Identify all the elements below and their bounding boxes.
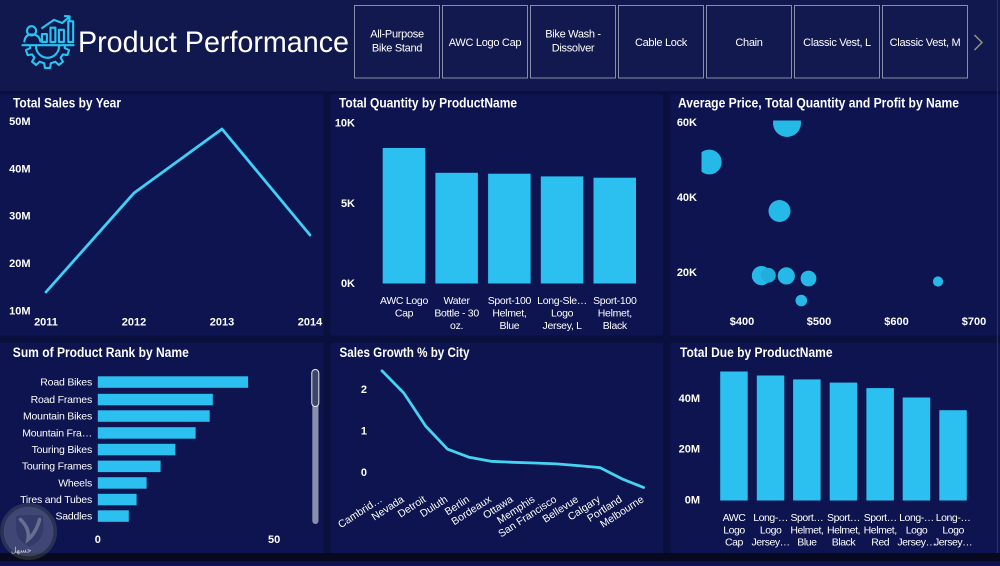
svg-text:Bike Stand: Bike Stand xyxy=(372,43,422,55)
svg-text:2014: 2014 xyxy=(298,317,323,329)
svg-text:40K: 40K xyxy=(677,192,697,204)
svg-text:حسهل: حسهل xyxy=(11,546,32,555)
svg-text:Wheels: Wheels xyxy=(58,478,92,490)
svg-text:Touring Frames: Touring Frames xyxy=(22,461,92,473)
svg-text:Sport…Helmet,Red: Sport… Helmet, Red xyxy=(864,512,897,549)
svg-text:2012: 2012 xyxy=(122,317,146,329)
svg-text:0: 0 xyxy=(361,467,367,479)
svg-text:Mountain Fra…: Mountain Fra… xyxy=(22,428,92,440)
svg-text:Sport…Helmet,Black: Sport… Helmet, Black xyxy=(827,512,860,549)
svg-text:Touring Bikes: Touring Bikes xyxy=(32,444,92,456)
svg-text:Classic Vest, M: Classic Vest, M xyxy=(890,37,961,49)
svg-text:$700: $700 xyxy=(962,316,986,328)
svg-text:Cable Lock: Cable Lock xyxy=(635,37,688,49)
svg-text:Sales Growth % by City: Sales Growth % by City xyxy=(340,345,470,360)
svg-text:Total Quantity by ProductName: Total Quantity by ProductName xyxy=(339,96,517,111)
svg-text:Sum of Product Rank by Name: Sum of Product Rank by Name xyxy=(13,345,189,360)
svg-text:50: 50 xyxy=(268,534,280,546)
svg-text:Classic Vest, L: Classic Vest, L xyxy=(803,37,871,49)
svg-text:50M: 50M xyxy=(9,116,30,128)
svg-text:0M: 0M xyxy=(685,495,700,507)
svg-text:$400: $400 xyxy=(730,316,754,328)
svg-text:Road Bikes: Road Bikes xyxy=(40,377,92,389)
svg-text:Chain: Chain xyxy=(735,37,762,49)
svg-text:5K: 5K xyxy=(341,198,355,210)
svg-text:20M: 20M xyxy=(9,258,30,270)
svg-text:2: 2 xyxy=(361,384,367,396)
svg-text:2011: 2011 xyxy=(34,317,58,329)
svg-text:Average Price, Total Quantity: Average Price, Total Quantity and Profit… xyxy=(678,96,959,111)
svg-text:Mountain Bikes: Mountain Bikes xyxy=(23,411,92,423)
svg-text:10K: 10K xyxy=(335,118,355,130)
svg-text:$600: $600 xyxy=(884,316,908,328)
svg-text:Total Sales by Year: Total Sales by Year xyxy=(13,96,122,111)
svg-text:10M: 10M xyxy=(9,305,30,317)
svg-text:AWC Logo Cap: AWC Logo Cap xyxy=(449,37,522,49)
svg-text:40M: 40M xyxy=(9,163,30,175)
svg-text:Product Performance: Product Performance xyxy=(78,26,349,59)
svg-text:Bike Wash -: Bike Wash - xyxy=(545,29,601,41)
svg-text:20K: 20K xyxy=(677,267,697,279)
svg-text:1: 1 xyxy=(361,426,367,438)
svg-text:All-Purpose: All-Purpose xyxy=(370,29,424,41)
svg-text:Saddles: Saddles xyxy=(55,511,92,523)
svg-text:60K: 60K xyxy=(677,117,697,129)
svg-text:Sport…Helmet,Blue: Sport… Helmet, Blue xyxy=(790,512,823,549)
svg-text:20M: 20M xyxy=(679,444,700,456)
svg-text:40M: 40M xyxy=(679,393,700,405)
svg-text:Total Due by ProductName: Total Due by ProductName xyxy=(680,345,833,360)
svg-text:2013: 2013 xyxy=(210,317,234,329)
svg-text:0K: 0K xyxy=(341,278,355,290)
svg-text:30M: 30M xyxy=(9,211,30,223)
svg-text:0: 0 xyxy=(95,534,101,546)
svg-text:Dissolver: Dissolver xyxy=(552,43,595,55)
svg-text:Road Frames: Road Frames xyxy=(31,394,92,406)
svg-text:Tires and Tubes: Tires and Tubes xyxy=(20,494,92,506)
svg-text:$500: $500 xyxy=(807,316,831,328)
